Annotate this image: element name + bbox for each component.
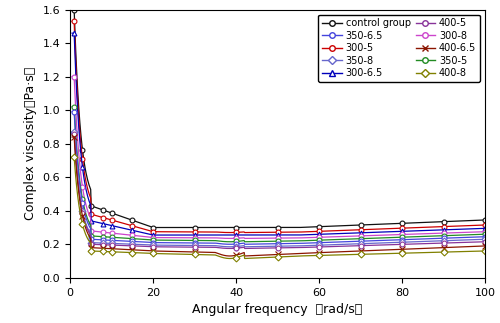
Y-axis label: Complex viscosity（Pa·s）: Complex viscosity（Pa·s） [24,67,37,220]
Legend: control group, 350-6.5, 300-5, 350-8, 300-6.5, 400-5, 300-8, 400-6.5, 350-5, 400: control group, 350-6.5, 300-5, 350-8, 30… [318,15,480,82]
X-axis label: Angular frequency  （rad/s）: Angular frequency （rad/s） [192,303,362,316]
